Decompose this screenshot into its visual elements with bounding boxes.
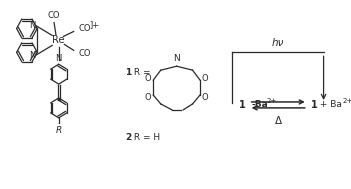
- Text: 2+: 2+: [342, 98, 351, 104]
- Text: O: O: [145, 74, 151, 83]
- Text: O: O: [145, 94, 151, 102]
- Text: 1: 1: [125, 68, 131, 77]
- Text: + Ba: + Ba: [317, 100, 342, 109]
- Text: hν: hν: [272, 38, 284, 48]
- Text: ]+: ]+: [90, 21, 100, 29]
- Text: N: N: [29, 21, 36, 30]
- Text: O: O: [202, 74, 208, 83]
- Text: O: O: [202, 94, 208, 102]
- Text: N: N: [55, 54, 62, 63]
- Text: R = H: R = H: [131, 133, 160, 142]
- Text: CO: CO: [48, 11, 60, 19]
- Text: -Ba: -Ba: [252, 100, 268, 109]
- Text: N: N: [29, 51, 36, 60]
- Text: R: R: [55, 126, 62, 135]
- Text: 1: 1: [311, 100, 318, 110]
- Text: 2: 2: [125, 133, 131, 142]
- Text: Δ: Δ: [274, 116, 282, 126]
- Text: R =: R =: [131, 68, 150, 77]
- Text: CO: CO: [78, 24, 91, 33]
- Text: Re: Re: [52, 35, 65, 45]
- Text: 1: 1: [239, 100, 246, 110]
- Text: N: N: [173, 54, 180, 63]
- Text: CO: CO: [78, 49, 91, 58]
- Text: 2+: 2+: [266, 98, 277, 104]
